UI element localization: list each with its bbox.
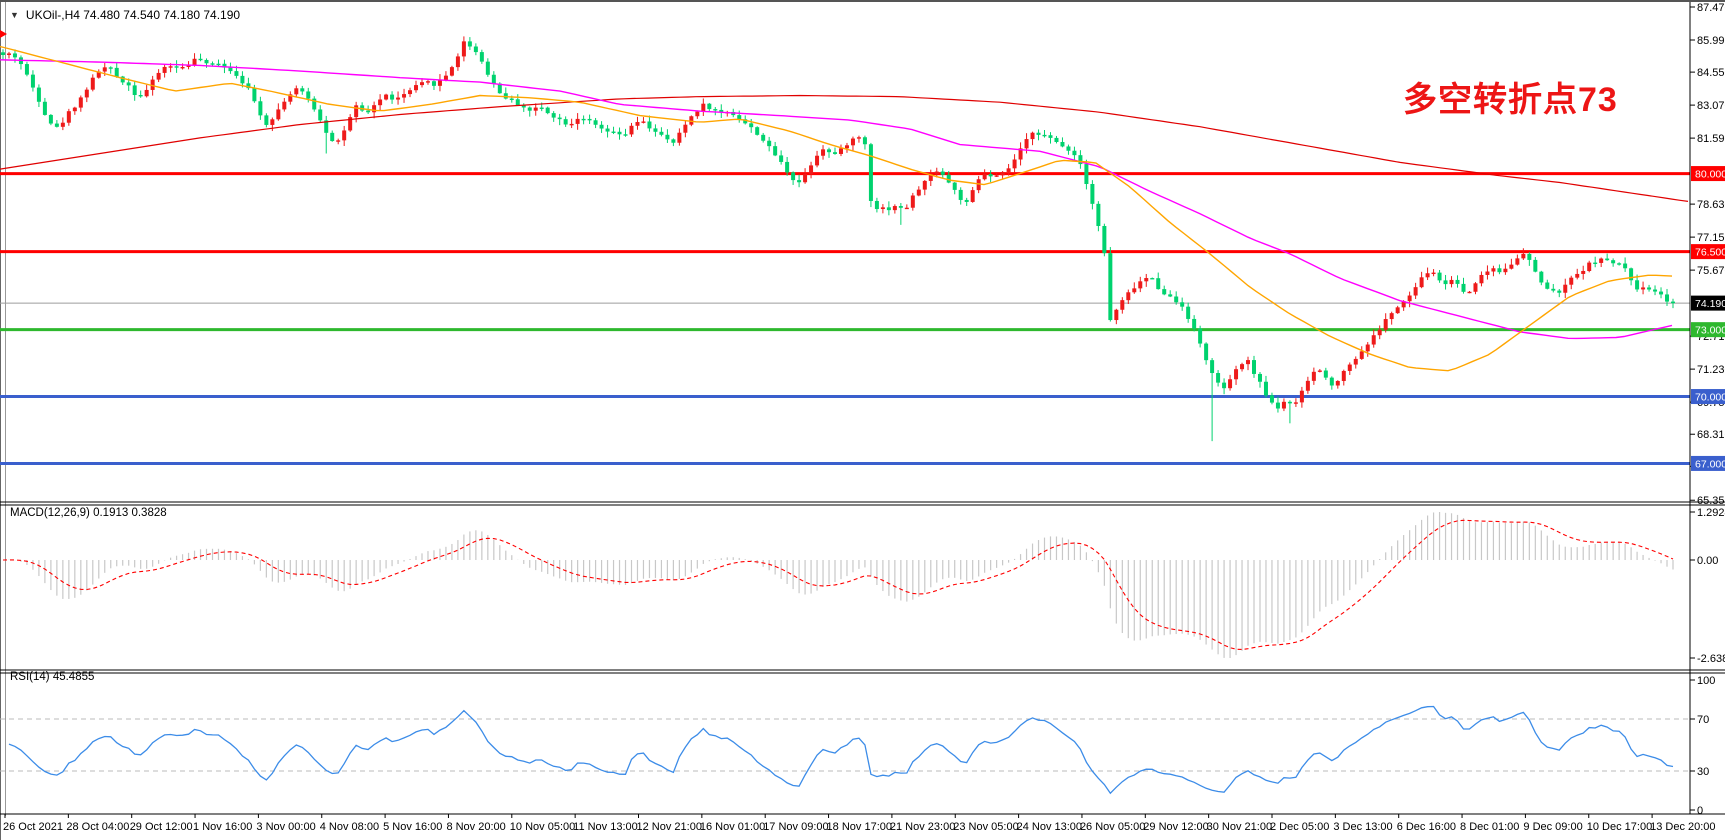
chart-title: ▼ UKOil-,H4 74.480 74.540 74.180 74.190 xyxy=(10,8,240,22)
price-axis-label: 81.590 xyxy=(1697,133,1725,145)
time-axis-label: 29 Oct 12:00 xyxy=(130,821,193,833)
time-axis-label: 5 Nov 16:00 xyxy=(383,821,442,833)
time-axis-label: 21 Nov 23:00 xyxy=(890,821,955,833)
price-axis-label: 77.150 xyxy=(1697,232,1725,244)
price-axis-label: 85.990 xyxy=(1697,35,1725,47)
time-axis[interactable]: 26 Oct 2021 28 Oct 04:00 29 Oct 12:00 1 Nov… xyxy=(3,814,1716,833)
time-axis-label: 29 Nov 12:00 xyxy=(1143,821,1208,833)
price-axis-label: 87.470 xyxy=(1697,2,1725,14)
rsi-axis-label: 0 xyxy=(1697,805,1703,817)
scroll-marker-icon xyxy=(0,30,7,38)
current-price-badge xyxy=(1691,295,1725,311)
price-axis-label: 78.630 xyxy=(1697,199,1725,211)
svg-text:73.000: 73.000 xyxy=(1695,325,1725,337)
price-badge-70.000 xyxy=(1691,389,1725,405)
price-axis-label: 84.550 xyxy=(1697,67,1725,79)
time-axis-label: 9 Dec 09:00 xyxy=(1523,821,1582,833)
price-badge-80.000 xyxy=(1691,166,1725,182)
indicator-axis-labels: 1.2924 0.00 -2.6386 100 70 30 0 xyxy=(1690,507,1725,817)
rsi-panel xyxy=(0,705,1690,795)
macd-axis-label: -2.6386 xyxy=(1697,653,1725,665)
rsi-line xyxy=(8,705,1674,795)
rsi-axis-label: 70 xyxy=(1697,714,1709,726)
collapse-arrow-icon[interactable]: ▼ xyxy=(10,10,19,20)
svg-text:70.000: 70.000 xyxy=(1695,392,1725,404)
time-axis-label: 17 Nov 09:00 xyxy=(763,821,828,833)
price-badge-76.500 xyxy=(1691,244,1725,260)
time-axis-label: 23 Nov 05:00 xyxy=(953,821,1018,833)
panel-borders xyxy=(0,2,1725,815)
price-axis-label: 75.670 xyxy=(1697,265,1725,277)
price-axis-label: 71.230 xyxy=(1697,364,1725,376)
price-axis-label: 68.310 xyxy=(1697,429,1725,441)
time-axis-label: 2 Dec 05:00 xyxy=(1270,821,1329,833)
macd-indicator-label: MACD(12,26,9) 0.1913 0.3828 xyxy=(10,507,167,519)
time-axis-label: 8 Nov 20:00 xyxy=(446,821,505,833)
price-axis[interactable]: 87.470 85.990 84.550 83.070 81.590 78.630 77.1… xyxy=(1690,2,1725,507)
svg-text:80.000: 80.000 xyxy=(1695,169,1725,181)
time-axis-label: 26 Oct 2021 xyxy=(3,821,63,833)
rsi-indicator-label: RSI(14) 45.4855 xyxy=(10,671,95,683)
time-axis-label: 10 Nov 05:00 xyxy=(510,821,575,833)
time-axis-label: 24 Nov 13:00 xyxy=(1017,821,1082,833)
price-badge-73.000 xyxy=(1691,322,1725,338)
window-left-border xyxy=(0,2,1,840)
svg-text:76.500: 76.500 xyxy=(1695,247,1725,259)
time-axis-label: 8 Dec 01:00 xyxy=(1460,821,1519,833)
time-axis-label: 28 Oct 04:00 xyxy=(66,821,129,833)
time-axis-label: 10 Dec 17:00 xyxy=(1587,821,1652,833)
macd-axis-label: 0.00 xyxy=(1697,555,1718,567)
time-axis-label: 3 Dec 13:00 xyxy=(1333,821,1392,833)
ma-mid-magenta-line xyxy=(0,59,1673,340)
svg-text:67.000: 67.000 xyxy=(1695,458,1725,470)
time-axis-label: 13 Dec 20:00 xyxy=(1650,821,1715,833)
macd-axis-label: 1.2924 xyxy=(1697,507,1725,519)
moving-averages xyxy=(0,45,1689,372)
support-resistance-lines[interactable] xyxy=(0,172,1690,465)
time-axis-label: 18 Nov 17:00 xyxy=(827,821,892,833)
time-axis-label: 3 Nov 00:00 xyxy=(256,821,315,833)
symbol-ohlc-text: UKOil-,H4 74.480 74.540 74.180 74.190 xyxy=(25,8,241,22)
time-axis-label: 4 Nov 08:00 xyxy=(320,821,379,833)
rsi-axis-label: 30 xyxy=(1697,766,1709,778)
annotation-text: 多空转折点73 xyxy=(1403,81,1618,119)
time-axis-label: 1 Nov 16:00 xyxy=(193,821,252,833)
svg-text:74.190: 74.190 xyxy=(1695,298,1725,310)
time-axis-label: 16 Nov 01:00 xyxy=(700,821,765,833)
price-axis-label: 83.070 xyxy=(1697,100,1725,112)
time-axis-label: 30 Nov 21:00 xyxy=(1207,821,1272,833)
window-left-border-inner xyxy=(5,2,6,816)
time-axis-label: 11 Nov 13:00 xyxy=(573,821,638,833)
ma-fast-orange-line xyxy=(0,45,1673,372)
macd-panel xyxy=(2,512,1674,658)
price-badge-67.000 xyxy=(1691,455,1725,471)
time-axis-label: 12 Nov 21:00 xyxy=(637,821,702,833)
price-axis-label: 65.350 xyxy=(1697,495,1725,507)
rsi-axis-label: 100 xyxy=(1697,675,1715,687)
time-axis-label: 26 Nov 05:00 xyxy=(1080,821,1145,833)
macd-signal-line xyxy=(2,519,1674,651)
candlestick-series xyxy=(1,36,1675,442)
time-axis-label: 6 Dec 16:00 xyxy=(1397,821,1456,833)
ma-slow-red-line xyxy=(0,94,1689,202)
